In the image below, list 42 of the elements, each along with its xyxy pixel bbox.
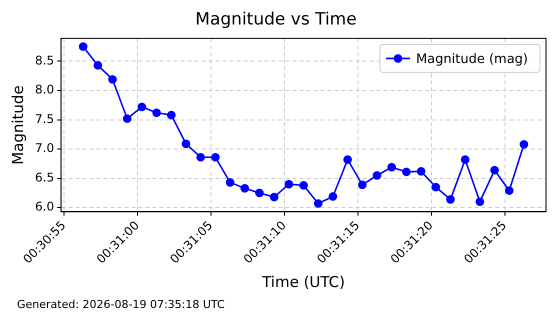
point xyxy=(255,188,264,198)
text: Generated: 2026-08-19 07:35:18 UTC xyxy=(17,298,226,311)
point xyxy=(460,155,470,164)
point xyxy=(504,186,514,195)
point xyxy=(240,184,250,193)
point xyxy=(432,182,440,192)
y-tick-label: 8.0 xyxy=(34,82,54,97)
point xyxy=(343,155,352,164)
point xyxy=(196,152,205,162)
y-tick-label: 8.5 xyxy=(34,53,54,68)
point xyxy=(416,167,426,176)
point xyxy=(299,181,308,190)
point xyxy=(122,114,132,123)
point xyxy=(328,192,338,201)
point xyxy=(490,166,499,174)
point xyxy=(270,192,278,202)
point xyxy=(182,139,190,148)
x-axis-title: Time (UTC) xyxy=(261,272,346,291)
point xyxy=(78,42,88,51)
point xyxy=(446,195,455,204)
y-tick-label: 6.5 xyxy=(34,170,54,184)
point xyxy=(372,171,382,180)
point xyxy=(520,140,528,149)
point xyxy=(476,197,484,206)
point xyxy=(211,152,220,162)
point xyxy=(138,102,146,112)
chart-title: Magnitude vs Time xyxy=(195,10,357,30)
point xyxy=(226,178,234,187)
point xyxy=(284,180,294,188)
y-tick-label: 7.0 xyxy=(34,141,54,156)
y-tick-label: 7.5 xyxy=(34,112,54,126)
point xyxy=(108,75,117,84)
legend-label: Magnitude (mag) xyxy=(416,52,528,67)
point xyxy=(314,199,323,208)
point xyxy=(152,108,161,118)
y-axis-title: Magnitude xyxy=(8,85,27,165)
point xyxy=(402,168,411,176)
y-tick-label: 6.0 xyxy=(34,200,54,214)
point xyxy=(358,180,367,190)
point xyxy=(387,162,396,172)
point xyxy=(167,110,176,120)
point xyxy=(94,61,102,70)
